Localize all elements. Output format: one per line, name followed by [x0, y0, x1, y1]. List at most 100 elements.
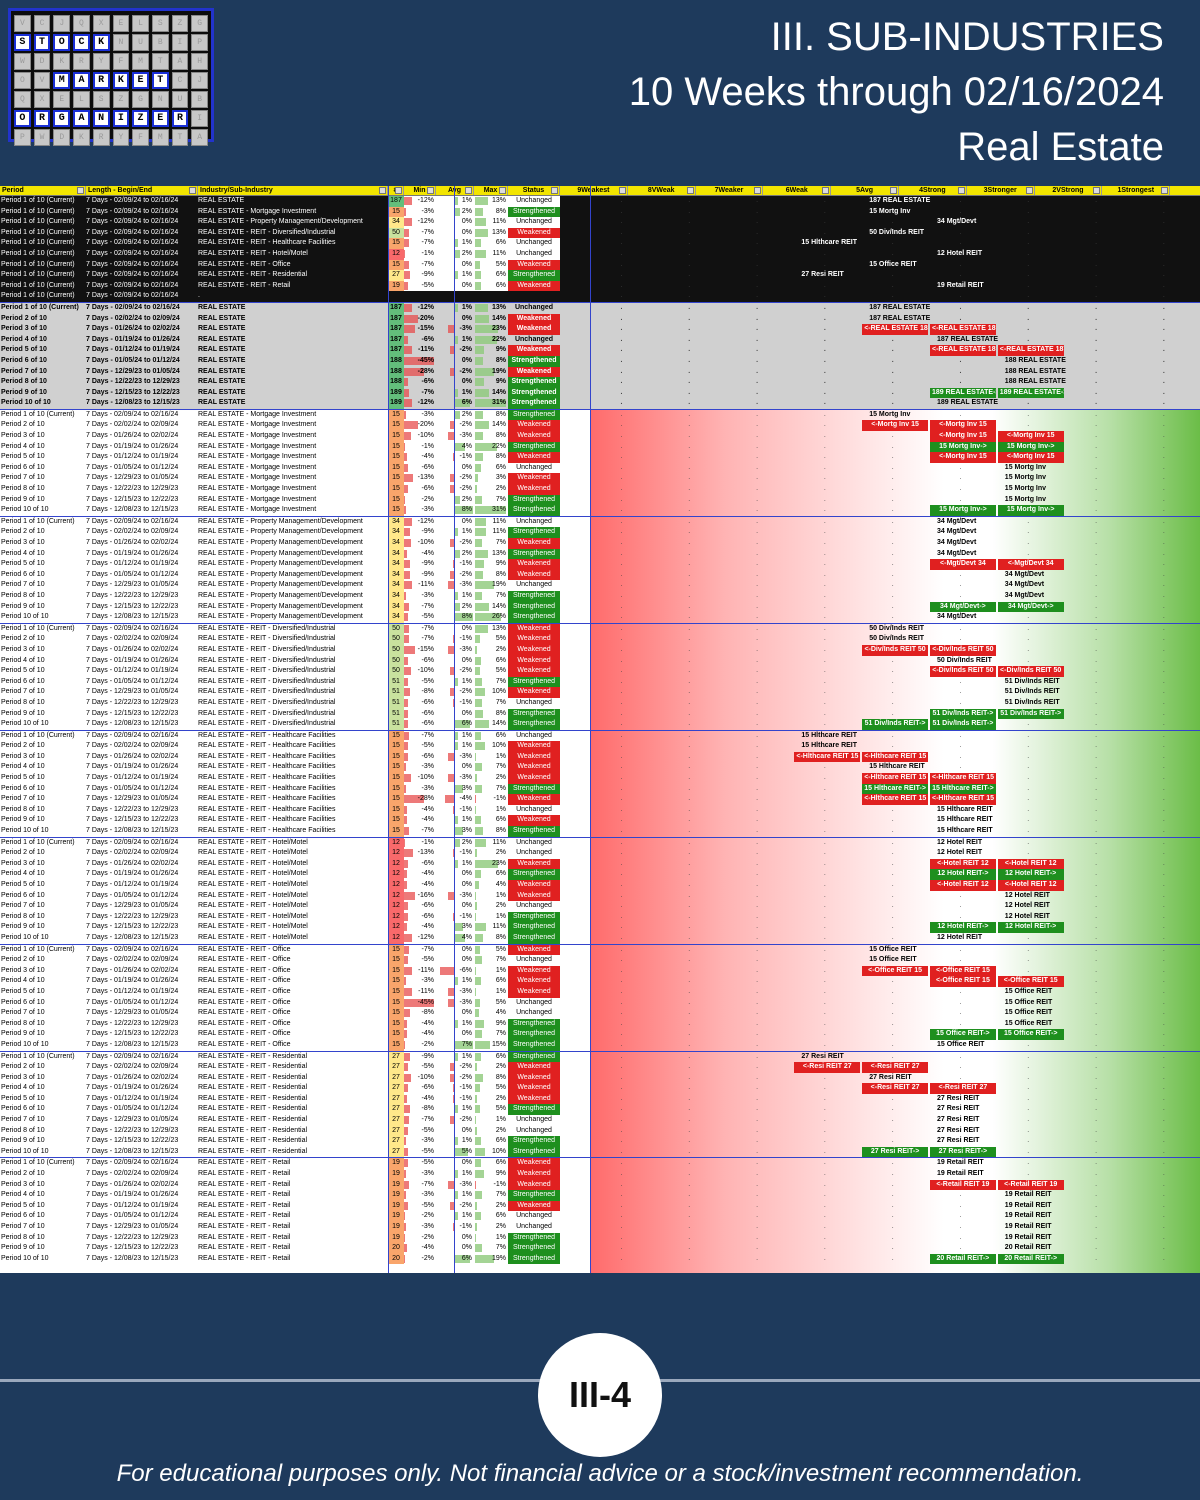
- table-row[interactable]: Period 9 of 10 7 Days - 12/15/23 to 12/22…: [0, 1029, 1200, 1040]
- table-row[interactable]: Period 6 of 10 7 Days - 01/05/24 to 01/12…: [0, 1211, 1200, 1222]
- column-header[interactable]: Period: [0, 186, 86, 195]
- table-row[interactable]: Period 4 of 10 7 Days - 01/19/24 to 01/26…: [0, 1083, 1200, 1094]
- table-row[interactable]: Period 3 of 10 7 Days - 01/26/24 to 02/02…: [0, 538, 1200, 549]
- filter-dropdown-icon[interactable]: [1025, 187, 1033, 194]
- table-row[interactable]: Period 1 of 10 (Current) 7 Days - 02/09/2…: [0, 238, 1200, 249]
- table-row[interactable]: Period 3 of 10 7 Days - 01/26/24 to 02/02…: [0, 324, 1200, 335]
- table-row[interactable]: Period 5 of 10 7 Days - 01/12/24 to 01/19…: [0, 986, 1200, 998]
- table-row[interactable]: Period 5 of 10 7 Days - 01/12/24 to 01/19…: [0, 666, 1200, 677]
- table-row[interactable]: Period 10 of 10 7 Days - 12/08/23 to 12/1…: [0, 1253, 1200, 1265]
- column-header[interactable]: 2VStrong: [1035, 186, 1103, 195]
- table-row[interactable]: Period 4 of 10 7 Days - 01/19/24 to 01/26…: [0, 762, 1200, 774]
- table-row[interactable]: Period 7 of 10 7 Days - 12/29/23 to 01/05…: [0, 794, 1200, 805]
- table-row[interactable]: Period 2 of 10 7 Days - 02/02/24 to 02/09…: [0, 1169, 1200, 1180]
- table-row[interactable]: Period 1 of 10 (Current) 7 Days - 02/09/2…: [0, 730, 1200, 742]
- table-row[interactable]: Period 9 of 10 7 Days - 12/15/23 to 12/22…: [0, 494, 1200, 506]
- table-row[interactable]: Period 9 of 10 7 Days - 12/15/23 to 12/22…: [0, 1243, 1200, 1254]
- table-row[interactable]: Period 5 of 10 7 Days - 01/12/24 to 01/19…: [0, 345, 1200, 356]
- table-row[interactable]: Period 2 of 10 7 Days - 02/02/24 to 02/09…: [0, 848, 1200, 859]
- table-row[interactable]: Period 1 of 10 (Current) 7 Days - 02/09/2…: [0, 280, 1200, 292]
- column-header[interactable]: #: [388, 186, 404, 195]
- table-row[interactable]: Period 6 of 10 7 Days - 01/05/24 to 01/12…: [0, 1104, 1200, 1116]
- table-row[interactable]: Period 1 of 10 (Current) 7 Days - 02/09/2…: [0, 248, 1200, 260]
- table-row[interactable]: Period 8 of 10 7 Days - 12/22/23 to 12/29…: [0, 1232, 1200, 1244]
- filter-dropdown-icon[interactable]: [957, 187, 965, 194]
- table-row[interactable]: Period 9 of 10 7 Days - 12/15/23 to 12/22…: [0, 601, 1200, 613]
- filter-dropdown-icon[interactable]: [499, 187, 506, 194]
- table-row[interactable]: Period 6 of 10 7 Days - 01/05/24 to 01/12…: [0, 355, 1200, 367]
- table-row[interactable]: Period 5 of 10 7 Days - 01/12/24 to 01/19…: [0, 1093, 1200, 1105]
- table-row[interactable]: Period 4 of 10 7 Days - 01/19/24 to 01/26…: [0, 869, 1200, 880]
- table-row[interactable]: Period 2 of 10 7 Days - 02/02/24 to 02/09…: [0, 527, 1200, 538]
- table-row[interactable]: Period 3 of 10 7 Days - 01/26/24 to 02/02…: [0, 1072, 1200, 1084]
- table-row[interactable]: Period 10 of 10 7 Days - 12/08/23 to 12/1…: [0, 398, 1200, 409]
- column-header[interactable]: Avg: [436, 186, 474, 195]
- table-row[interactable]: Period 4 of 10 7 Days - 01/19/24 to 01/26…: [0, 655, 1200, 667]
- filter-dropdown-icon[interactable]: [889, 187, 897, 194]
- table-row[interactable]: Period 1 of 10 (Current) 7 Days - 02/09/2…: [0, 270, 1200, 281]
- filter-dropdown-icon[interactable]: [427, 187, 434, 194]
- table-row[interactable]: Period 9 of 10 7 Days - 12/15/23 to 12/22…: [0, 708, 1200, 720]
- table-row[interactable]: Period 10 of 10 7 Days - 12/08/23 to 12/1…: [0, 1039, 1200, 1051]
- filter-dropdown-icon[interactable]: [77, 187, 84, 194]
- table-row[interactable]: Period 1 of 10 (Current) 7 Days - 02/09/2…: [0, 291, 1200, 302]
- table-row[interactable]: Period 8 of 10 7 Days - 12/22/23 to 12/29…: [0, 804, 1200, 816]
- table-row[interactable]: Period 9 of 10 7 Days - 12/15/23 to 12/22…: [0, 1136, 1200, 1147]
- table-row[interactable]: Period 1 of 10 (Current) 7 Days - 02/09/2…: [0, 1051, 1200, 1063]
- filter-dropdown-icon[interactable]: [395, 187, 402, 194]
- table-row[interactable]: Period 1 of 10 (Current) 7 Days - 02/09/2…: [0, 302, 1200, 314]
- table-row[interactable]: Period 8 of 10 7 Days - 12/22/23 to 12/29…: [0, 377, 1200, 388]
- column-header[interactable]: 8VWeak: [628, 186, 696, 195]
- table-row[interactable]: Period 10 of 10 7 Days - 12/08/23 to 12/1…: [0, 719, 1200, 730]
- table-row[interactable]: Period 2 of 10 7 Days - 02/02/24 to 02/09…: [0, 634, 1200, 645]
- column-header[interactable]: Length - Begin/End: [86, 186, 198, 195]
- table-row[interactable]: Period 1 of 10 (Current) 7 Days - 02/09/2…: [0, 259, 1200, 271]
- filter-dropdown-icon[interactable]: [822, 187, 830, 194]
- table-row[interactable]: Period 7 of 10 7 Days - 12/29/23 to 01/05…: [0, 1115, 1200, 1126]
- table-row[interactable]: Period 4 of 10 7 Days - 01/19/24 to 01/26…: [0, 976, 1200, 987]
- table-row[interactable]: Period 3 of 10 7 Days - 01/26/24 to 02/02…: [0, 1179, 1200, 1191]
- table-row[interactable]: Period 9 of 10 7 Days - 12/15/23 to 12/22…: [0, 815, 1200, 827]
- column-header[interactable]: 9Weakest: [560, 186, 628, 195]
- table-row[interactable]: Period 7 of 10 7 Days - 12/29/23 to 01/05…: [0, 473, 1200, 485]
- table-row[interactable]: Period 1 of 10 (Current) 7 Days - 02/09/2…: [0, 217, 1200, 228]
- table-row[interactable]: Period 9 of 10 7 Days - 12/15/23 to 12/22…: [0, 387, 1200, 399]
- table-row[interactable]: Period 10 of 10 7 Days - 12/08/23 to 12/1…: [0, 505, 1200, 516]
- table-row[interactable]: Period 6 of 10 7 Days - 01/05/24 to 01/12…: [0, 783, 1200, 795]
- table-row[interactable]: Period 2 of 10 7 Days - 02/02/24 to 02/09…: [0, 955, 1200, 966]
- table-row[interactable]: Period 7 of 10 7 Days - 12/29/23 to 01/05…: [0, 366, 1200, 378]
- table-row[interactable]: Period 10 of 10 7 Days - 12/08/23 to 12/1…: [0, 932, 1200, 944]
- table-row[interactable]: Period 5 of 10 7 Days - 01/12/24 to 01/19…: [0, 452, 1200, 463]
- column-header[interactable]: 1Strongest: [1102, 186, 1171, 195]
- table-row[interactable]: Period 8 of 10 7 Days - 12/22/23 to 12/29…: [0, 911, 1200, 923]
- table-row[interactable]: Period 4 of 10 7 Days - 01/19/24 to 01/26…: [0, 334, 1200, 346]
- column-header[interactable]: Status: [508, 186, 560, 195]
- table-row[interactable]: Period 3 of 10 7 Days - 01/26/24 to 02/02…: [0, 751, 1200, 763]
- table-row[interactable]: Period 4 of 10 7 Days - 01/19/24 to 01/26…: [0, 441, 1200, 453]
- table-row[interactable]: Period 8 of 10 7 Days - 12/22/23 to 12/29…: [0, 1125, 1200, 1137]
- table-row[interactable]: Period 6 of 10 7 Days - 01/05/24 to 01/12…: [0, 462, 1200, 474]
- table-row[interactable]: Period 1 of 10 (Current) 7 Days - 02/09/2…: [0, 623, 1200, 635]
- table-row[interactable]: Period 1 of 10 (Current) 7 Days - 02/09/2…: [0, 227, 1200, 239]
- table-row[interactable]: Period 5 of 10 7 Days - 01/12/24 to 01/19…: [0, 559, 1200, 570]
- column-header[interactable]: 3Stronger: [967, 186, 1035, 195]
- column-header[interactable]: Max: [474, 186, 508, 195]
- table-row[interactable]: Period 8 of 10 7 Days - 12/22/23 to 12/29…: [0, 590, 1200, 602]
- table-row[interactable]: Period 1 of 10 (Current) 7 Days - 02/09/2…: [0, 516, 1200, 528]
- filter-dropdown-icon[interactable]: [551, 187, 558, 194]
- filter-dropdown-icon[interactable]: [465, 187, 472, 194]
- table-row[interactable]: Period 2 of 10 7 Days - 02/02/24 to 02/09…: [0, 741, 1200, 752]
- table-row[interactable]: Period 2 of 10 7 Days - 02/02/24 to 02/09…: [0, 313, 1200, 325]
- table-row[interactable]: Period 7 of 10 7 Days - 12/29/23 to 01/05…: [0, 687, 1200, 698]
- table-row[interactable]: Period 5 of 10 7 Days - 01/12/24 to 01/19…: [0, 880, 1200, 891]
- table-row[interactable]: Period 8 of 10 7 Days - 12/22/23 to 12/29…: [0, 697, 1200, 709]
- table-row[interactable]: Period 7 of 10 7 Days - 12/29/23 to 01/05…: [0, 901, 1200, 912]
- column-header[interactable]: 4Strong: [899, 186, 967, 195]
- table-row[interactable]: Period 8 of 10 7 Days - 12/22/23 to 12/29…: [0, 1018, 1200, 1030]
- table-row[interactable]: Period 7 of 10 7 Days - 12/29/23 to 01/05…: [0, 1222, 1200, 1233]
- column-header[interactable]: 5Avg: [831, 186, 899, 195]
- table-row[interactable]: Period 6 of 10 7 Days - 01/05/24 to 01/12…: [0, 997, 1200, 1009]
- table-row[interactable]: Period 3 of 10 7 Days - 01/26/24 to 02/02…: [0, 965, 1200, 977]
- table-row[interactable]: Period 1 of 10 (Current) 7 Days - 02/09/2…: [0, 206, 1200, 218]
- column-header[interactable]: Industry/Sub-Industry: [198, 186, 388, 195]
